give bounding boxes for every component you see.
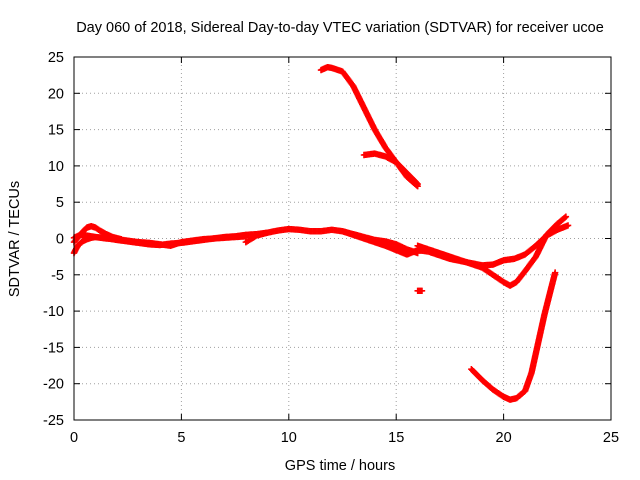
series-arc-6 <box>414 213 570 289</box>
data-marker <box>413 179 420 187</box>
y-tick-label: -5 <box>51 268 64 284</box>
x-axis-label: GPS time / hours <box>285 458 395 474</box>
series-arc-5 <box>339 228 421 257</box>
chart-title: Day 060 of 2018, Sidereal Day-to-day VTE… <box>76 20 604 36</box>
data-point <box>551 269 559 276</box>
y-tick-label: 15 <box>48 123 64 139</box>
series-arc-10 <box>468 269 559 403</box>
data-point <box>414 180 421 188</box>
data-point <box>562 213 570 220</box>
y-axis-label: SDTVAR / TECUs <box>7 181 23 297</box>
y-tick-label: 0 <box>56 232 64 248</box>
y-tick-label: 10 <box>48 159 64 175</box>
tick-labels: 0 5 10 15 20 25 -25 -20 -15 -10 -5 0 5 10 15 20 25 <box>43 50 619 446</box>
y-tick-label: -10 <box>43 304 64 320</box>
y-tick-label: -15 <box>43 340 64 356</box>
x-tick-label: 0 <box>70 430 78 446</box>
x-tick-label: 15 <box>388 430 404 446</box>
grid <box>74 57 611 420</box>
y-tick-label: -20 <box>43 377 64 393</box>
data-marker <box>561 214 569 221</box>
x-tick-label: 5 <box>177 430 185 446</box>
x-tick-label: 20 <box>496 430 512 446</box>
series-arc-9 <box>414 287 426 294</box>
data-point <box>414 249 421 257</box>
data-point <box>418 287 426 294</box>
data-point <box>564 222 572 229</box>
plot-frame <box>73 56 612 421</box>
y-tick-label: 20 <box>48 86 64 102</box>
x-tick-label: 10 <box>281 430 297 446</box>
y-tick-label: 25 <box>48 50 64 66</box>
x-tick-label: 25 <box>603 430 619 446</box>
y-tick-label: 5 <box>56 195 64 211</box>
data-points <box>70 63 572 403</box>
series-arc-7 <box>317 63 421 190</box>
y-tick-label: -25 <box>43 413 64 429</box>
series-arc-8 <box>360 150 421 188</box>
